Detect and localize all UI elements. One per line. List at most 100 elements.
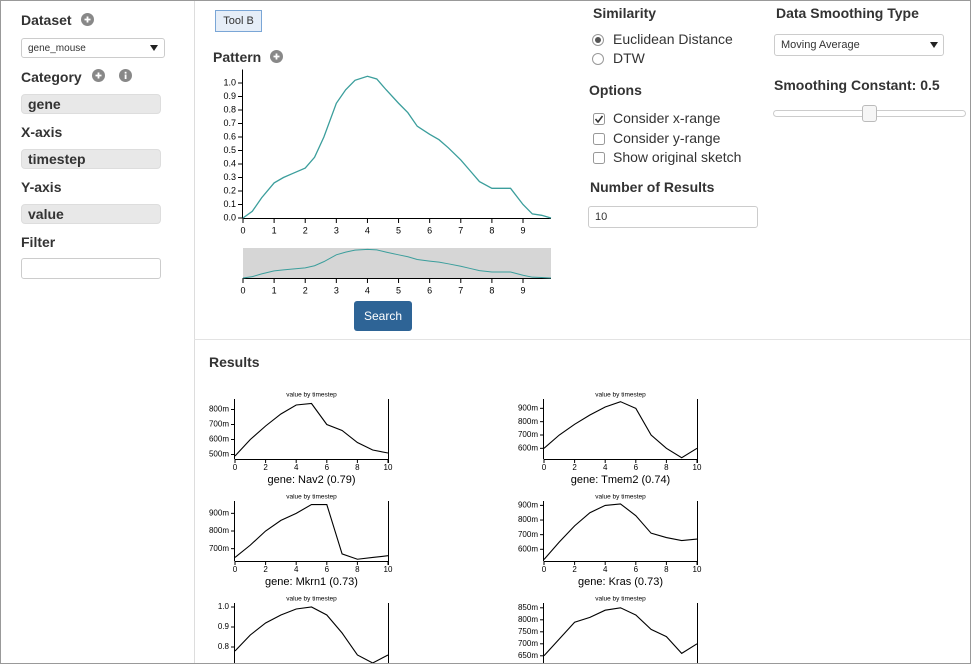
yaxis-pill[interactable]: value (21, 204, 161, 224)
x-tick-label: 10 (693, 565, 702, 574)
y-tick-label: 0.4 (223, 158, 236, 168)
checkbox-option[interactable]: Consider y-range (591, 130, 761, 150)
search-button[interactable]: Search (354, 301, 412, 331)
y-tick-label: 0.8 (223, 104, 236, 114)
filter-label: Filter (21, 234, 56, 250)
y-tick-label: 0.7 (223, 118, 236, 128)
x-tick-label: 2 (572, 565, 577, 574)
info-icon[interactable] (119, 69, 132, 82)
result-caption: gene: Kras (0.73) (578, 576, 663, 588)
brush-x-tick-label: 0 (240, 285, 245, 295)
smoothing-type-value: Moving Average (781, 39, 860, 51)
result-title: value by timestep (595, 596, 646, 603)
result-title: value by timestep (595, 392, 646, 399)
results-count-input[interactable]: 10 (588, 206, 758, 228)
x-tick-label: 0 (542, 565, 547, 574)
y-tick-label: 600m (209, 435, 229, 444)
x-tick-label: 10 (693, 463, 702, 472)
x-tick-label: 4 (294, 463, 299, 472)
brush-x-tick-label: 9 (520, 285, 525, 295)
y-tick-label: 500m (209, 450, 229, 459)
slider-thumb[interactable] (862, 105, 877, 122)
y-tick-label: 650m (518, 651, 538, 660)
radio-dot (595, 37, 601, 43)
similarity-group: Euclidean Distance DTW (591, 31, 751, 69)
result-line (543, 607, 698, 657)
xaxis-pill[interactable]: timestep (21, 149, 161, 169)
result-chart[interactable]: value by timestep650m700m750m800m850m024… (504, 593, 704, 664)
pattern-line (242, 75, 552, 219)
y-tick-label: 800m (518, 515, 538, 524)
y-tick-label: 900m (518, 403, 538, 412)
y-tick-label: 700m (518, 639, 538, 648)
dataset-select[interactable]: gene_mouse (21, 38, 165, 58)
options-label: Options (589, 82, 642, 98)
brush-x-tick-label: 4 (365, 285, 370, 295)
checkbox (593, 152, 605, 164)
result-chart[interactable]: value by timestep 500m 600m 700m 800m 0 2 4 6 8 10… (195, 389, 395, 491)
x-tick-label: 4 (365, 225, 370, 235)
sidebar-divider (194, 1, 195, 663)
result-line (543, 503, 698, 560)
x-tick-label: 2 (263, 565, 268, 574)
y-tick-label: 900m (209, 508, 229, 517)
result-chart[interactable]: value by timestep 600m 700m 800m 900m 0 2 4 6 8 10… (504, 389, 704, 491)
section-divider (194, 339, 970, 340)
radio-label: DTW (613, 50, 645, 66)
x-tick-label: 2 (263, 463, 268, 472)
result-chart[interactable]: value by timestep 600m 700m 800m 900m 0 2 4 6 8 10… (504, 491, 704, 593)
radio (592, 34, 604, 46)
pattern-chart[interactable]: 0.0 0.1 0.2 0.3 0.4 0.5 0.6 0.7 0.8 0.9 1.0 0 0 1 1 2 2 3… (201, 61, 571, 301)
y-tick-label: 800m (518, 417, 538, 426)
add-icon[interactable] (81, 13, 94, 26)
radio-option[interactable]: Euclidean Distance (591, 31, 751, 50)
x-tick-label: 9 (520, 225, 525, 235)
brush-line (242, 248, 552, 279)
x-tick-label: 8 (355, 565, 360, 574)
brush-x-tick-label: 5 (396, 285, 401, 295)
category-pill[interactable]: gene (21, 94, 161, 114)
checkbox-label: Show original sketch (613, 149, 742, 165)
yaxis-label: Y-axis (21, 179, 62, 195)
x-tick-label: 0 (542, 463, 547, 472)
x-tick-label: 7 (458, 225, 463, 235)
radio (592, 53, 604, 65)
y-tick-label: 0.9 (223, 91, 236, 101)
radio-label: Euclidean Distance (613, 31, 733, 47)
y-tick-label: 800m (209, 526, 229, 535)
radio-ring (592, 53, 604, 65)
y-tick-label: 0.5 (223, 145, 236, 155)
dataset-value: gene_mouse (28, 43, 86, 54)
add-icon[interactable] (270, 50, 283, 63)
x-tick-label: 6 (427, 225, 432, 235)
category-label: Category (21, 69, 82, 85)
x-tick-label: 8 (489, 225, 494, 235)
y-tick-label: 1.0 (223, 77, 236, 87)
result-caption: gene: Tmem2 (0.74) (571, 474, 670, 486)
checkbox-label: Consider x-range (613, 110, 721, 126)
result-chart[interactable]: value by timestep 700m 800m 900m 0 2 4 6 8 10 gene… (195, 491, 395, 593)
checkbox (593, 132, 605, 145)
result-caption: gene: Mkrn1 (0.73) (265, 576, 358, 588)
y-tick-label: 800m (209, 405, 229, 414)
checkbox-option[interactable]: Show original sketch (591, 149, 761, 169)
checkbox-box (593, 132, 605, 145)
x-tick-label: 8 (664, 565, 669, 574)
x-tick-label: 4 (603, 565, 608, 574)
results-label: Results (209, 354, 260, 370)
x-tick-label: 8 (664, 463, 669, 472)
brush-x-tick-label: 2 (303, 285, 308, 295)
filter-input[interactable] (21, 258, 161, 279)
x-tick-label: 4 (603, 463, 608, 472)
smoothing-type-select[interactable]: Moving Average (774, 34, 944, 56)
y-tick-label: 900m (518, 500, 538, 509)
x-tick-label: 2 (303, 225, 308, 235)
tool-button[interactable]: Tool B (215, 10, 262, 32)
radio-option[interactable]: DTW (591, 50, 751, 69)
similarity-label: Similarity (593, 5, 657, 21)
add-icon[interactable] (92, 69, 105, 82)
checkbox-option[interactable]: Consider x-range (591, 110, 761, 130)
